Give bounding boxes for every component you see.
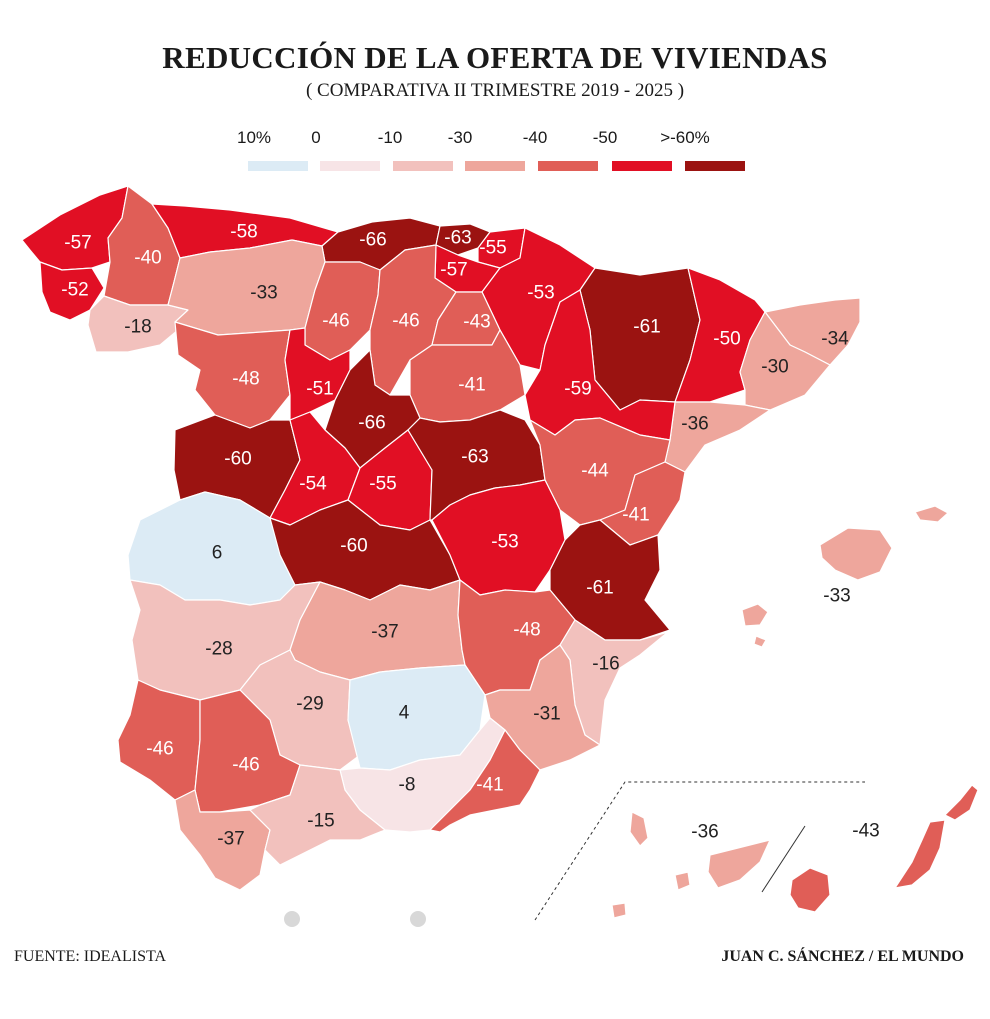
region-almeria [429,729,541,833]
region-value-tarragona: -36 [681,414,708,435]
region-value-barcelona: -30 [761,357,788,378]
region-value-madrid: -55 [369,474,396,495]
legend-swatch-5 [612,161,672,171]
region-value-baleares: -33 [823,586,850,607]
region-value-castellon: -41 [622,505,649,526]
region-value-valencia: -61 [586,578,613,599]
region-value-sevilla: -46 [232,755,259,776]
region-value-cordoba: -29 [296,694,323,715]
region-value-jaen: 4 [399,703,410,724]
region-value-granada: -8 [399,775,416,796]
region-value-malaga: -15 [307,811,334,832]
region-value-avila: -54 [299,474,327,495]
legend-swatch-4 [538,161,598,171]
region-value-cuenca: -53 [491,532,518,553]
map-svg: -57 -40 -58 -66 -63 -55 -57 -53 -52 -18 -33 -46 -46 -… [21,185,979,921]
region-tenerife [611,811,771,919]
legend-swatch-3 [465,161,525,171]
legend-swatch-6 [685,161,745,171]
spain-map: -57 -40 -58 -66 -63 -55 -57 -53 -52 -18 -33 -46 -46 -… [0,180,990,940]
region-value-ciudadreal: -37 [371,622,398,643]
region-value-murcia: -31 [533,704,560,725]
region-cadiz [174,789,271,891]
legend: 10% 0 -10 -30 -40 -50 >-60% [0,128,990,178]
region-value-valladolid: -51 [306,379,333,400]
region-value-huelva: -46 [146,739,173,760]
region-orense [87,295,189,353]
region-value-zaragoza: -59 [564,379,591,400]
region-value-cadiz: -37 [217,829,244,850]
legend-swatch-1 [320,161,380,171]
region-value-toledo: -60 [340,536,367,557]
region-value-huesca: -61 [633,317,660,338]
chart-title: REDUCCIÓN DE LA OFERTA DE VIVIENDAS [162,40,828,75]
region-value-soria: -41 [458,375,485,396]
legend-label-5: -50 [592,128,618,147]
legend-label-6: >-60% [660,128,710,147]
region-value-alicante: -16 [592,654,619,675]
region-baleares [741,505,949,648]
region-value-pontevedra: -52 [61,280,88,301]
region-value-cantabria: -66 [359,230,386,251]
region-value-orense: -18 [124,317,151,338]
region-value-guipuzcoa: -55 [479,238,506,259]
region-malaga [249,764,386,866]
legend-swatch-2 [393,161,453,171]
legend-label-4: -40 [522,128,548,147]
region-value-almeria: -41 [476,775,503,796]
legend-label-3: -30 [447,128,473,147]
region-value-burgos: -46 [392,311,419,332]
credit-note: JUAN C. SÁNCHEZ / EL MUNDO [721,948,964,965]
region-value-larioja: -43 [463,312,490,333]
region-value-albacete: -48 [513,620,540,641]
region-value-segovia: -66 [358,413,385,434]
canary-separator [534,781,865,921]
region-value-girona: -34 [821,329,849,350]
source-note: FUENTE: IDEALISTA [14,948,167,965]
region-value-lleida: -50 [713,329,740,350]
region-value-zamora: -48 [232,369,259,390]
region-value-tenerife: -36 [691,822,718,843]
legend-swatch-0 [248,161,308,171]
region-value-teruel: -44 [581,461,609,482]
region-value-salamanca: -60 [224,449,251,470]
region-value-guadalajara: -63 [461,447,488,468]
region-value-vizcaya: -63 [444,228,471,249]
page-dot [410,911,426,927]
region-value-leon: -33 [250,283,277,304]
region-value-caceres: 6 [212,543,223,564]
region-value-coruna: -57 [64,233,91,254]
region-laspalmas [789,784,979,913]
region-value-lugo: -40 [134,248,161,269]
region-value-asturias: -58 [230,222,257,243]
page-dot [284,911,300,927]
legend-label-2: -10 [377,128,403,147]
region-labels: -57 -40 -58 -66 -63 -55 -57 -53 -52 -18 -33 -46 -46 -… [61,222,879,850]
legend-label-1: 0 [311,128,321,147]
region-value-palencia: -46 [322,311,349,332]
region-tarragona [664,401,771,473]
region-value-navarra: -53 [527,283,554,304]
region-value-badajoz: -28 [205,639,232,660]
legend-label-0: 10% [236,128,272,147]
region-value-laspalmas: -43 [852,821,879,842]
chart-subtitle: ( COMPARATIVA II TRIMESTRE 2019 - 2025 ) [305,80,685,101]
region-value-alava: -57 [440,260,467,281]
